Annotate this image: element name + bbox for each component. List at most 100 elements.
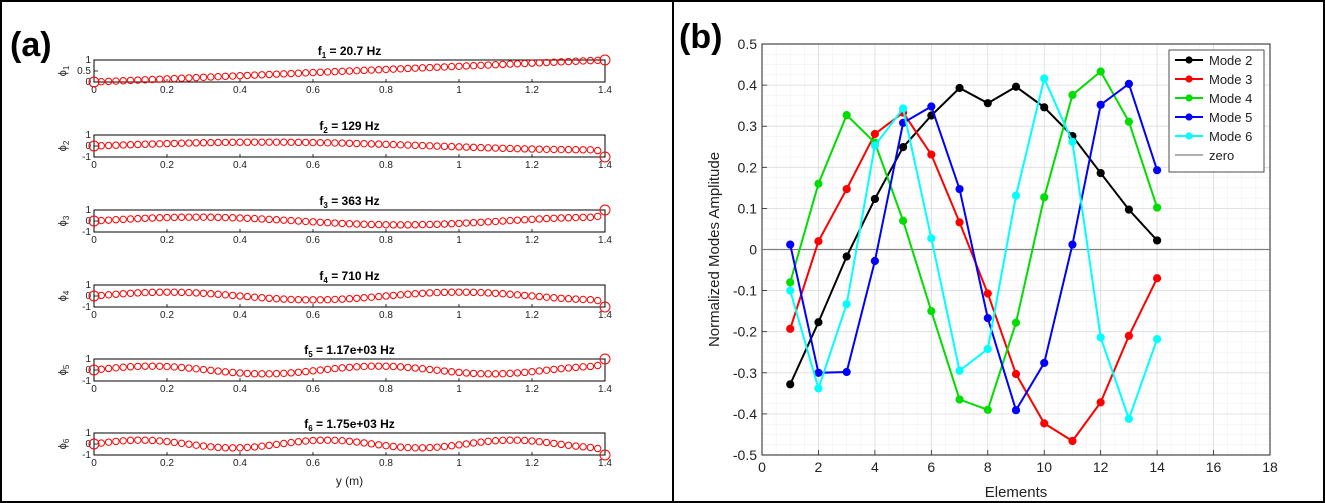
data-point-mode-2 <box>1040 103 1049 112</box>
data-point-mode-6 <box>899 104 908 113</box>
mode-shape-point <box>411 141 419 150</box>
mode-shape-point <box>214 72 222 81</box>
mode-shape-point <box>192 441 200 449</box>
mode-shape-point <box>177 288 186 297</box>
xtick-label: 0.2 <box>160 384 174 395</box>
data-point-mode-2 <box>1011 82 1021 91</box>
ylabel-sub: 6 <box>62 438 71 443</box>
panel-label-a: (a) <box>10 26 52 64</box>
mode-shape-point <box>586 295 595 304</box>
mode-shape-point <box>331 139 339 147</box>
mode-shape-point <box>557 294 565 302</box>
mode-shape-point <box>236 292 244 300</box>
mode-shape-point <box>112 290 120 298</box>
mode-shape-point <box>119 290 127 298</box>
mode-shape-point <box>382 221 390 229</box>
mode-shape-point <box>375 441 383 449</box>
mode-shape-point <box>353 363 361 371</box>
mode-shape-point <box>229 444 237 452</box>
mode-shape-point <box>586 443 595 452</box>
xtick-label: 1.4 <box>598 458 612 469</box>
mode-shape-point <box>134 140 142 149</box>
legend-marker <box>1185 132 1193 140</box>
panel-b-normalized-modes: 0 2 4 6 8 10 12 14 16 18 -0.5 -0.4 -0.3 -0.2 -0.1 0 0.1 0… <box>706 36 1278 501</box>
xtick-label: 0.6 <box>306 310 320 321</box>
mode-shape-point <box>221 213 230 222</box>
mode-shape-point <box>418 289 427 297</box>
mode-shape-point <box>389 140 397 149</box>
xtick-label: 0.8 <box>379 160 393 171</box>
mode-shape-point <box>214 290 222 298</box>
data-point-mode-3 <box>1153 274 1162 283</box>
mode-shape-point <box>177 139 186 147</box>
mode-shape-point <box>323 139 332 147</box>
data-point-mode-3 <box>1096 398 1105 407</box>
mode-shape-point <box>360 294 368 302</box>
mode-shape-point <box>243 138 252 146</box>
mode-shape-point <box>469 369 478 378</box>
ytick-label: -0.4 <box>733 406 757 422</box>
data-point-mode-4 <box>1124 117 1133 126</box>
series-line-mode-4 <box>789 70 1159 412</box>
mode-shape-point <box>426 365 434 374</box>
mode-shape-point <box>455 219 463 228</box>
mode-shape-point <box>272 440 281 449</box>
mode-shape-point <box>119 437 127 445</box>
mode-shape-point <box>104 438 113 446</box>
mode-shape-point <box>513 369 522 377</box>
xtick-label: 0.2 <box>160 85 174 96</box>
mode-shape-point <box>586 213 595 221</box>
mode-shape-point <box>207 213 215 221</box>
subplot-title-base: f <box>319 194 324 208</box>
data-point-mode-2 <box>842 252 851 261</box>
data-point-mode-3 <box>983 289 992 298</box>
ytick-label: 0 <box>85 77 91 88</box>
xtick-label: 0.2 <box>160 160 174 171</box>
mode-shape-point <box>331 295 339 304</box>
mode-shape-point <box>586 362 595 371</box>
mode-shape-point <box>338 295 346 303</box>
mode-shape-point <box>88 364 100 376</box>
mode-shape-point <box>440 220 449 228</box>
mode-shape-point <box>177 439 186 448</box>
xtick-label: 0 <box>91 458 97 469</box>
xtick-label: 4 <box>871 459 879 475</box>
mode-shape-point <box>177 363 186 372</box>
xtick-label: 0.6 <box>306 235 320 246</box>
panel-b-ylabel: Normalized Modes Amplitude <box>706 152 723 347</box>
mode-shape-point <box>214 443 222 452</box>
mode-shape-point <box>599 353 611 365</box>
mode-shape-point <box>258 370 266 378</box>
xtick-label: 12 <box>1093 459 1109 475</box>
mode-shape-point <box>345 139 354 147</box>
data-point-mode-5 <box>1011 406 1021 415</box>
mode-shape-point <box>360 139 368 148</box>
mode-shape-point <box>499 217 507 225</box>
mode-shape-point <box>338 364 346 372</box>
mode-shape-point <box>97 216 106 225</box>
mode-shape-point <box>221 291 230 299</box>
mode-shape-point <box>185 288 193 297</box>
data-point-mode-5 <box>814 368 823 377</box>
subplot-title-base: f <box>304 343 309 357</box>
ytick-label: 0.3 <box>738 118 758 134</box>
subplot-title-base: f <box>318 44 323 58</box>
mode-shape-point <box>579 213 587 222</box>
mode-shape-point <box>572 295 580 303</box>
mode-shape-point <box>528 59 536 67</box>
mode-shape-point <box>375 140 383 148</box>
data-point-mode-6 <box>814 384 823 393</box>
mode-shape-point <box>163 75 171 83</box>
mode-shape-point <box>338 139 346 147</box>
mode-shape-point <box>309 296 317 304</box>
data-point-mode-5 <box>870 256 879 266</box>
mode-shape-point <box>433 220 441 228</box>
data-point-mode-2 <box>1124 205 1133 214</box>
mode-shape-point <box>484 144 492 152</box>
mode-shape-point <box>331 364 339 373</box>
mode-shape-point <box>134 436 142 444</box>
mode-shape-point <box>309 138 317 147</box>
mode-shape-point <box>550 439 558 448</box>
mode-shape-point <box>207 73 215 81</box>
